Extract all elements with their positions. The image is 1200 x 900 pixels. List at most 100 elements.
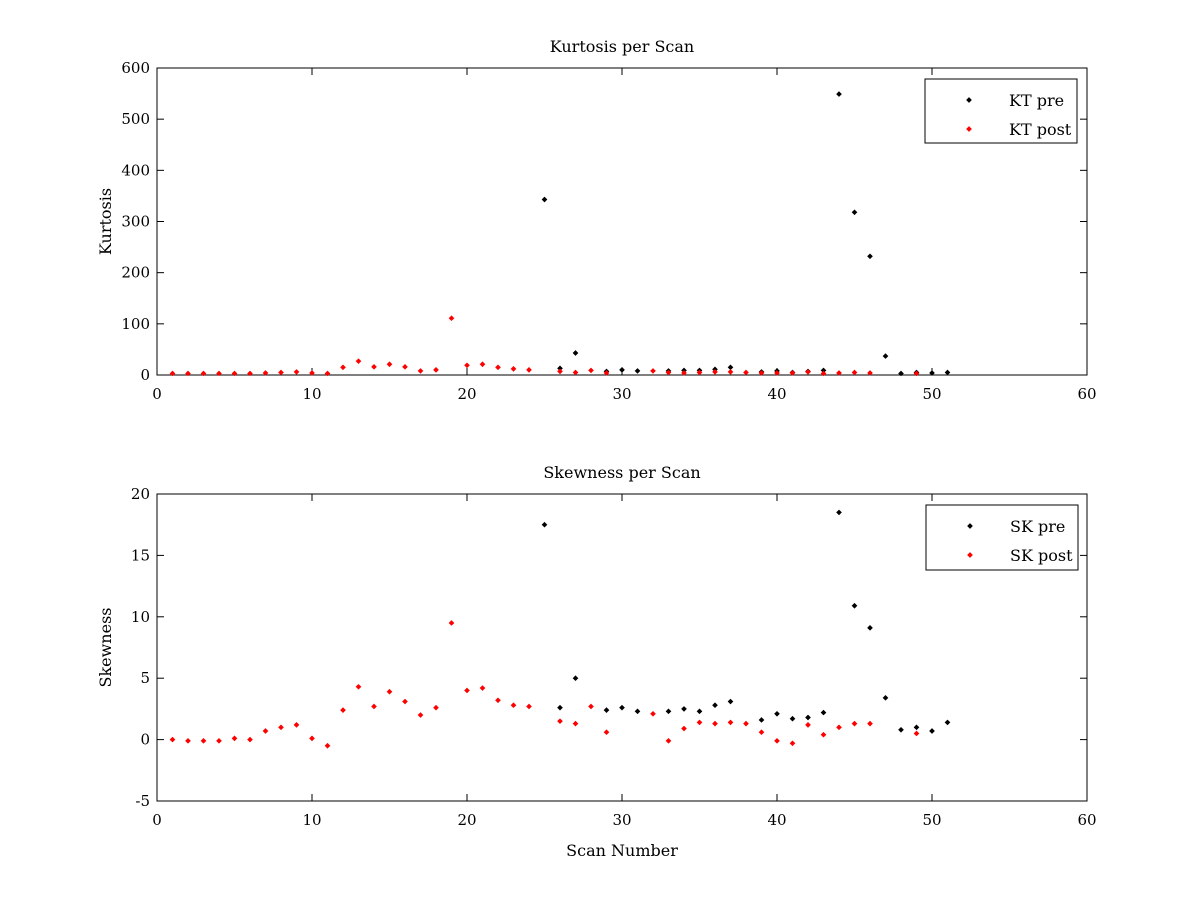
legend: SK pre SK post xyxy=(925,504,1079,571)
data-point xyxy=(526,703,532,710)
data-point xyxy=(851,602,858,609)
legend-marker xyxy=(967,552,973,558)
data-point xyxy=(464,687,470,694)
data-point xyxy=(495,697,501,704)
data-point xyxy=(929,728,935,734)
data-point xyxy=(867,253,873,260)
data-point xyxy=(371,703,377,710)
data-point xyxy=(216,737,222,744)
y-tick-label: 0 xyxy=(140,366,150,384)
x-tick-label: 0 xyxy=(152,811,162,829)
x-tick-label: 50 xyxy=(922,811,941,829)
data-point xyxy=(603,729,610,736)
data-point xyxy=(665,369,672,376)
y-axis-label: Skewness xyxy=(96,607,115,687)
data-point xyxy=(913,730,920,737)
data-point xyxy=(402,363,408,370)
data-point xyxy=(851,209,858,216)
data-point xyxy=(572,350,579,356)
legend: KT pre KT post xyxy=(924,78,1078,144)
legend-marker xyxy=(967,523,973,529)
data-point xyxy=(572,369,579,376)
data-point xyxy=(185,370,191,377)
data-point xyxy=(836,91,842,97)
x-tick-label: 20 xyxy=(457,811,476,829)
data-point xyxy=(944,719,951,726)
data-point xyxy=(805,722,811,728)
data-point xyxy=(495,364,501,371)
data-point xyxy=(774,737,780,744)
data-point xyxy=(743,369,749,376)
data-point xyxy=(650,368,656,374)
data-point xyxy=(867,370,873,376)
data-point xyxy=(836,370,842,376)
data-point xyxy=(913,370,920,377)
data-point xyxy=(169,736,176,743)
data-point xyxy=(200,737,207,744)
x-tick-label: 10 xyxy=(302,385,321,403)
y-tick-label: 15 xyxy=(131,546,150,564)
y-tick-label: 5 xyxy=(140,669,150,687)
legend-entry: KT post xyxy=(1009,120,1072,139)
data-point xyxy=(789,370,796,376)
x-tick-label: 50 xyxy=(922,385,941,403)
data-point xyxy=(293,722,300,728)
data-point xyxy=(696,369,703,376)
data-point xyxy=(262,728,269,734)
data-point xyxy=(603,370,610,376)
data-point xyxy=(169,370,176,377)
data-point xyxy=(433,367,439,373)
data-point xyxy=(805,714,811,721)
data-point xyxy=(371,363,377,370)
data-point xyxy=(774,710,780,717)
data-point xyxy=(727,698,734,705)
data-point xyxy=(417,712,424,718)
data-point xyxy=(696,719,703,726)
data-point xyxy=(479,685,486,691)
data-point xyxy=(867,625,873,631)
data-point xyxy=(851,720,858,727)
legend-entry: KT pre xyxy=(1009,91,1064,110)
data-point xyxy=(727,719,734,726)
chart-title: Kurtosis per Scan xyxy=(550,37,694,56)
data-point xyxy=(309,735,315,742)
data-point xyxy=(712,702,718,709)
data-point xyxy=(448,620,455,626)
series-kt-post xyxy=(169,315,920,377)
series-sk-post xyxy=(169,620,920,749)
data-point xyxy=(278,369,284,376)
data-point xyxy=(867,720,873,727)
data-point xyxy=(851,369,858,376)
data-point xyxy=(789,740,796,747)
data-point xyxy=(526,367,532,373)
data-point xyxy=(324,742,331,749)
data-point xyxy=(433,704,439,711)
series-sk-pre xyxy=(541,509,951,734)
data-point xyxy=(820,370,827,377)
data-point xyxy=(898,370,904,377)
x-tick-label: 0 xyxy=(152,385,162,403)
data-point xyxy=(727,369,734,375)
y-tick-label: 0 xyxy=(140,731,150,749)
data-point xyxy=(479,361,486,368)
data-point xyxy=(944,369,951,376)
data-point xyxy=(541,521,548,528)
data-point xyxy=(464,362,470,369)
data-point xyxy=(712,720,718,727)
data-point xyxy=(402,698,408,705)
legend-marker xyxy=(966,126,972,132)
data-point xyxy=(386,688,393,695)
data-point xyxy=(278,724,284,731)
data-point xyxy=(185,737,191,744)
y-tick-label: -5 xyxy=(135,792,150,810)
data-point xyxy=(231,735,238,742)
data-point xyxy=(247,370,253,377)
data-point xyxy=(898,726,904,733)
data-point xyxy=(340,707,346,713)
x-tick-label: 60 xyxy=(1077,385,1096,403)
data-point xyxy=(820,367,827,374)
legend-entry: SK post xyxy=(1010,546,1073,565)
data-point xyxy=(588,703,594,710)
data-point xyxy=(712,369,718,375)
data-point xyxy=(913,724,920,731)
